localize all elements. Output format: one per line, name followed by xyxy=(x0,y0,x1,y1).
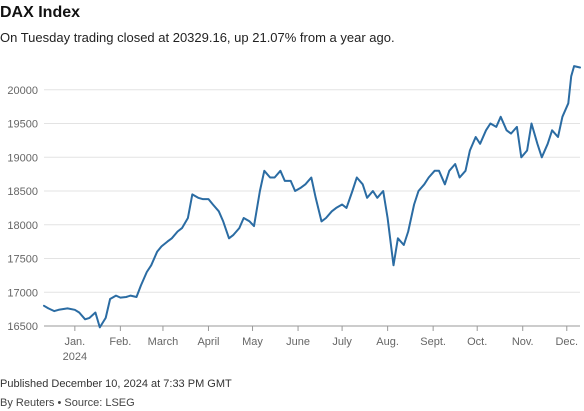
x-tick-label: March xyxy=(148,336,179,348)
chart-subtitle: On Tuesday trading closed at 20329.16, u… xyxy=(0,30,395,45)
x-tick-label: Sept. xyxy=(420,336,446,348)
y-tick-label: 18000 xyxy=(7,220,38,232)
dax-index-series-line xyxy=(43,65,581,329)
y-tick-label: 19000 xyxy=(7,152,38,164)
y-tick-label: 20000 xyxy=(7,85,38,97)
x-tick-sublabel: 2024 xyxy=(63,351,87,363)
y-tick-label: 18500 xyxy=(7,186,38,198)
y-tick-label: 16500 xyxy=(7,321,38,333)
x-tick-label: Oct. xyxy=(467,336,487,348)
y-tick-label: 19500 xyxy=(7,119,38,131)
x-tick-label: June xyxy=(286,336,310,348)
x-tick-label: Nov. xyxy=(512,336,534,348)
y-axis: 16500 17000 17500 18000 18500 19000 19500 20000 xyxy=(7,85,38,333)
gridlines xyxy=(44,89,580,327)
x-tick-label: Aug. xyxy=(376,336,399,348)
x-tick-label: May xyxy=(242,336,263,348)
x-tick-label: Dec. xyxy=(555,336,578,348)
x-tick-label: July xyxy=(332,336,352,348)
plot-area xyxy=(43,65,581,329)
published-date: Published December 10, 2024 at 7:33 PM G… xyxy=(0,378,232,390)
x-tick-label: Jan. xyxy=(64,336,85,348)
x-axis: Jan. 2024 Feb. March April May June July Aug. Sep… xyxy=(44,325,580,363)
source-credit: By Reuters • Source: LSEG xyxy=(0,397,135,409)
x-tick-label: Feb. xyxy=(109,336,131,348)
chart-title: DAX Index xyxy=(0,4,81,21)
x-tick-label: April xyxy=(197,336,219,348)
y-tick-label: 17000 xyxy=(7,287,38,299)
y-tick-label: 17500 xyxy=(7,254,38,266)
